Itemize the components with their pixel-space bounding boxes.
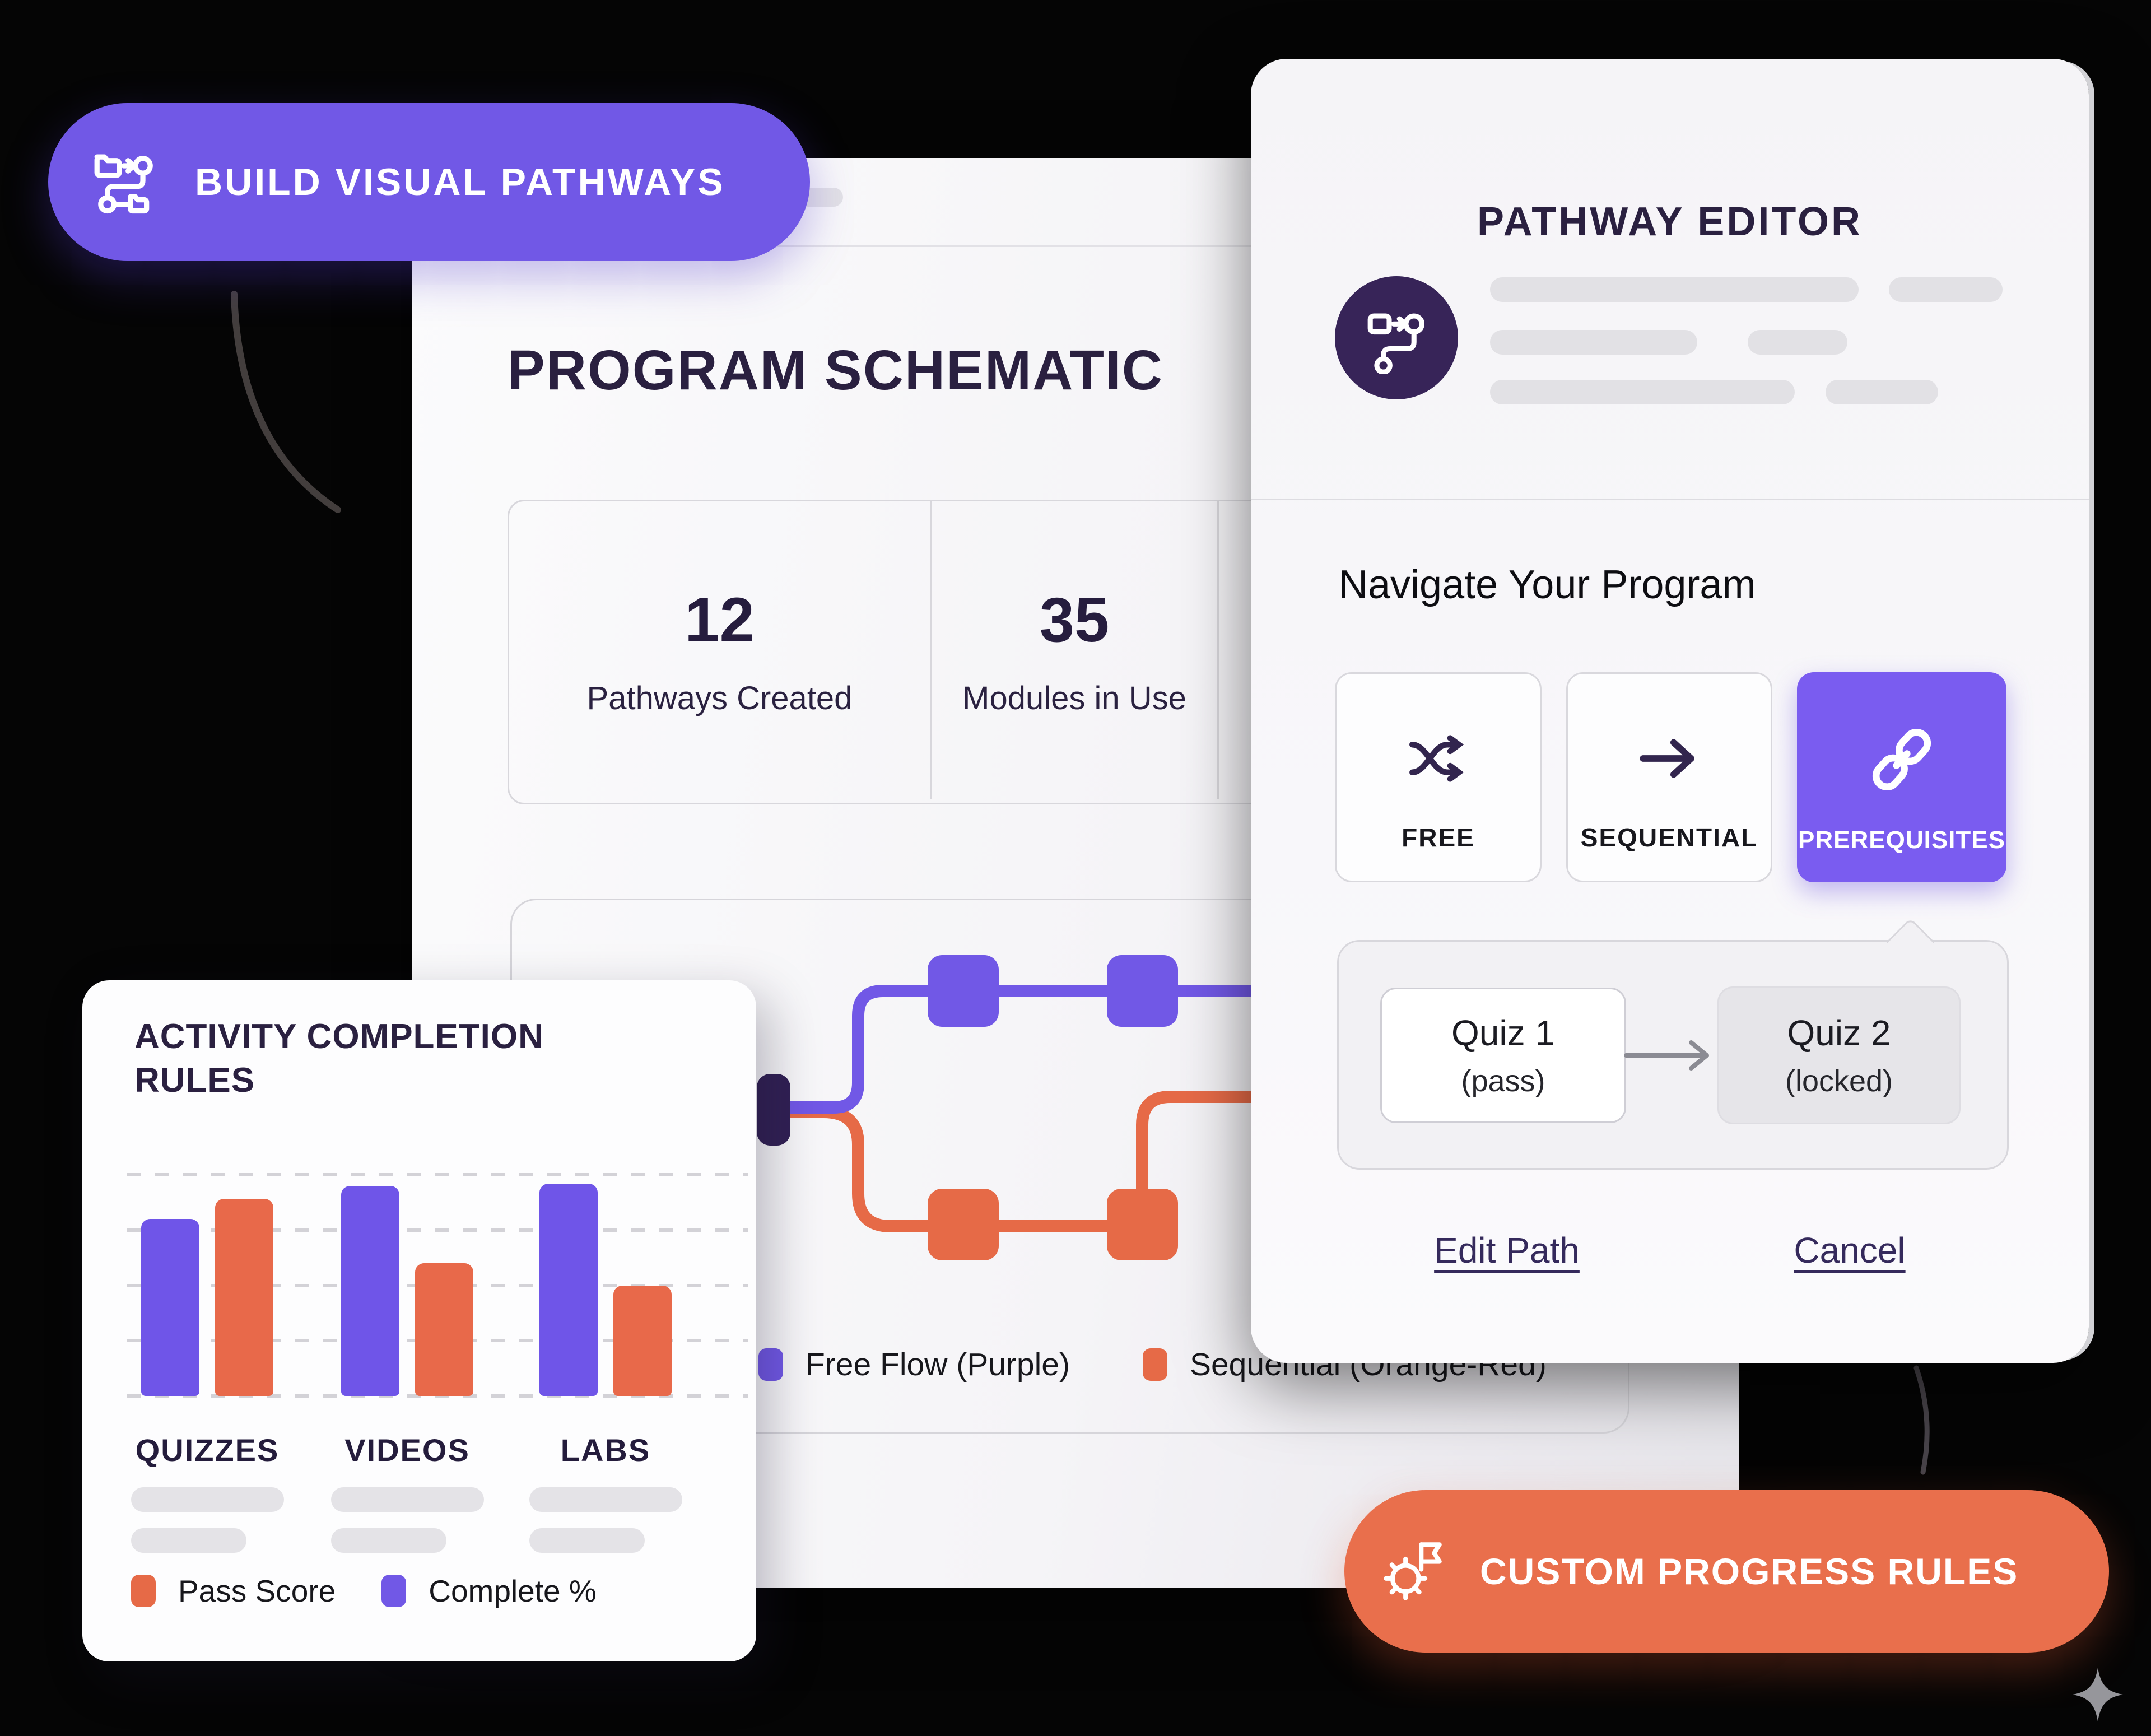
- edit-path-link[interactable]: Edit Path: [1434, 1230, 1580, 1270]
- editor-title: PATHWAY EDITOR: [1477, 199, 1863, 244]
- stat-label: Pathways Created: [586, 680, 853, 716]
- cta-label: CUSTOM PROGRESS RULES: [1480, 1551, 2019, 1592]
- stat-value: 12: [685, 585, 755, 655]
- purple-swatch-icon: [381, 1575, 407, 1607]
- mode-button-prerequisites[interactable]: PREREQUISITES: [1797, 672, 2006, 882]
- orange-swatch-icon: [1142, 1348, 1167, 1381]
- mode-button-sequential[interactable]: SEQUENTIAL: [1566, 672, 1772, 882]
- skeleton-bar: [529, 1528, 645, 1553]
- gear-flag-icon: [1384, 1542, 1442, 1600]
- bar-complete-videos: [341, 1185, 399, 1396]
- legend-item-free-flow: Free Flow (Purple): [758, 1346, 1070, 1383]
- stat-value: 35: [1039, 585, 1110, 655]
- cancel-link[interactable]: Cancel: [1794, 1230, 1906, 1270]
- prerequisite-rule-panel: Quiz 1 (pass) Quiz 2 (locked): [1337, 918, 2009, 1170]
- skeleton-bar: [529, 1487, 682, 1512]
- sequential-node-2: [1107, 1189, 1178, 1260]
- editor-section-divider: [1251, 499, 2089, 500]
- quiz-status: (pass): [1461, 1064, 1545, 1098]
- legend-label: Complete %: [429, 1574, 597, 1608]
- pathway-editor-card: PATHWAY EDITOR Navigate Your P: [1251, 59, 2089, 1363]
- pathway-icon: [94, 154, 153, 214]
- category-label: QUIZZES: [135, 1432, 280, 1468]
- purple-swatch-icon: [758, 1348, 783, 1381]
- custom-progress-rules-button[interactable]: CUSTOM PROGRESS RULES: [1344, 1490, 2109, 1653]
- bar-pass-videos: [415, 1263, 473, 1396]
- category-label: LABS: [560, 1432, 651, 1468]
- pathway-flow-diagram: [757, 955, 1352, 1260]
- free-flow-node-1: [928, 955, 999, 1027]
- panel-pointer-notch: [1886, 918, 1935, 966]
- legend-label: Free Flow (Purple): [806, 1347, 1070, 1383]
- mode-label: PREREQUISITES: [1798, 826, 2005, 854]
- legend-item-complete-pct: Complete %: [381, 1573, 597, 1609]
- stats-divider: [930, 501, 932, 799]
- stat-label: Modules in Use: [962, 680, 1186, 716]
- stat-modules-in-use: 35 Modules in Use: [932, 501, 1217, 799]
- skeleton-row: [1490, 277, 2003, 302]
- navigate-heading: Navigate Your Program: [1339, 562, 1756, 607]
- pathway-circle-icon: [1335, 276, 1458, 399]
- sequential-node-1: [928, 1189, 999, 1260]
- skeleton-row: [1490, 330, 1847, 355]
- completion-bar-chart: QUIZZES VIDEOS LABS: [82, 980, 756, 1661]
- legend-label: Pass Score: [178, 1574, 336, 1608]
- quiz-title: Quiz 1: [1451, 1013, 1555, 1053]
- quiz-1-chip[interactable]: Quiz 1 (pass): [1380, 988, 1626, 1123]
- skeleton-bar: [331, 1528, 446, 1553]
- stat-pathways-created: 12 Pathways Created: [509, 501, 930, 799]
- bar-complete-labs: [539, 1183, 598, 1396]
- activity-completion-card: ACTIVITY COMPLETION RULES QUIZZES VIDEOS L…: [82, 980, 756, 1661]
- skeleton-bar: [131, 1528, 246, 1553]
- mode-button-free[interactable]: FREE: [1335, 672, 1542, 882]
- arrow-right-icon: [1640, 739, 1694, 778]
- gridline: [127, 1228, 748, 1232]
- bar-pass-labs: [613, 1285, 672, 1396]
- start-node: [757, 1074, 790, 1146]
- gridline: [127, 1394, 748, 1398]
- stats-divider: [1217, 501, 1219, 799]
- skeleton-bar: [131, 1487, 284, 1512]
- build-visual-pathways-badge[interactable]: BUILD VISUAL PATHWAYS: [48, 103, 810, 261]
- skeleton-bar: [331, 1487, 484, 1512]
- quiz-status: (locked): [1785, 1064, 1893, 1098]
- free-flow-node-2: [1107, 955, 1178, 1027]
- pathway-flow-diagram-panel: Free Flow (Purple) Sequential (Orange-Re…: [510, 899, 1629, 1434]
- mode-label: FREE: [1402, 823, 1475, 852]
- quiz-title: Quiz 2: [1787, 1013, 1891, 1053]
- shuffle-icon: [1409, 735, 1464, 782]
- stats-row: 12 Pathways Created 35 Modules in Use: [508, 500, 1628, 804]
- flow-arrow-icon: [1624, 1040, 1709, 1071]
- quiz-2-chip[interactable]: Quiz 2 (locked): [1717, 986, 1961, 1124]
- page-title: PROGRAM SCHEMATIC: [508, 339, 1164, 402]
- bar-pass-quizzes: [215, 1199, 273, 1396]
- chart-legend: Pass Score Complete %: [131, 1573, 597, 1609]
- legend-item-pass-score: Pass Score: [131, 1573, 336, 1609]
- card-header-divider: [412, 245, 1739, 247]
- gridline: [127, 1173, 748, 1176]
- bar-complete-quizzes: [141, 1219, 199, 1396]
- orange-swatch-icon: [131, 1575, 156, 1607]
- badge-label: BUILD VISUAL PATHWAYS: [195, 161, 725, 203]
- activity-card-title: ACTIVITY COMPLETION RULES: [134, 1017, 544, 1100]
- mode-label: SEQUENTIAL: [1580, 823, 1758, 852]
- skeleton-row: [1490, 380, 1938, 404]
- flowchart-glyph-icon: [1367, 313, 1425, 374]
- category-label: VIDEOS: [344, 1432, 470, 1468]
- link-icon: [1872, 728, 1931, 791]
- sparkle-icon: [2073, 1668, 2123, 1721]
